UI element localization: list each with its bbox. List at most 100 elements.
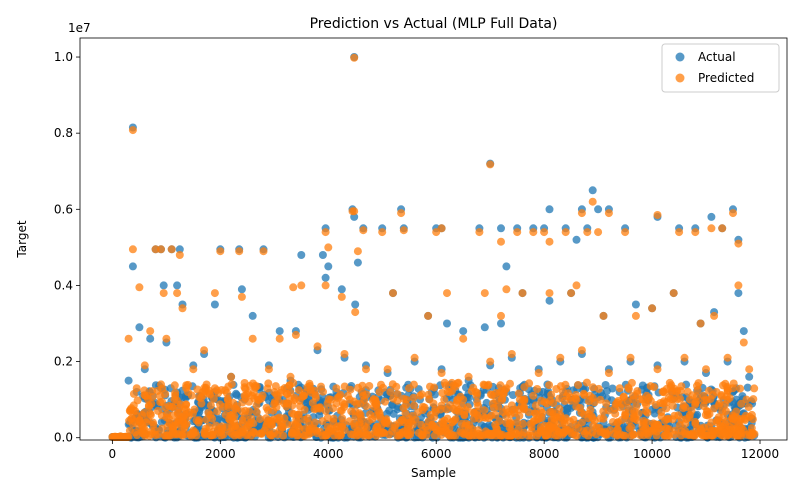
legend-marker	[675, 52, 685, 62]
data-point	[332, 384, 341, 393]
data-point	[747, 410, 756, 419]
data-point	[173, 410, 182, 419]
data-point	[414, 408, 423, 417]
data-point	[318, 251, 327, 259]
data-point	[577, 346, 586, 355]
data-point	[140, 361, 149, 370]
data-point	[297, 251, 306, 259]
data-point	[442, 405, 451, 414]
data-point	[430, 390, 439, 399]
data-point	[291, 330, 300, 339]
data-point	[707, 418, 716, 427]
data-point	[451, 431, 460, 440]
data-point	[459, 395, 468, 404]
data-point	[286, 372, 295, 381]
data-point	[729, 414, 737, 423]
data-point	[666, 383, 675, 392]
data-point	[393, 405, 402, 414]
data-point	[480, 323, 489, 332]
data-point	[347, 407, 356, 416]
data-point	[362, 365, 370, 374]
data-point	[599, 311, 608, 320]
data-point	[664, 414, 673, 423]
data-point	[208, 414, 217, 423]
data-point	[389, 394, 398, 403]
data-point	[561, 228, 570, 237]
data-point	[586, 405, 595, 414]
data-point	[469, 383, 478, 392]
data-point	[653, 211, 662, 219]
data-point	[188, 429, 197, 438]
data-point	[459, 334, 468, 343]
data-point	[735, 429, 744, 438]
data-point	[165, 414, 173, 423]
data-point	[577, 418, 586, 427]
data-point	[259, 247, 268, 256]
data-point	[594, 205, 603, 214]
y-tick-label: 0.4	[54, 278, 73, 292]
data-point	[643, 429, 652, 438]
data-point	[353, 258, 362, 267]
data-point	[574, 381, 583, 389]
data-point	[565, 417, 574, 426]
data-point	[497, 319, 505, 328]
data-point	[529, 228, 538, 237]
data-point	[502, 262, 511, 271]
data-point	[588, 186, 597, 195]
data-point	[480, 289, 489, 298]
data-point	[245, 407, 254, 416]
data-point	[571, 420, 580, 429]
data-point	[685, 395, 694, 404]
data-point	[249, 388, 258, 397]
data-point	[513, 418, 522, 427]
data-point	[534, 414, 543, 423]
data-point	[668, 401, 677, 410]
data-point	[399, 404, 408, 413]
data-point	[345, 395, 354, 404]
data-point	[710, 311, 719, 320]
data-point	[354, 383, 363, 392]
data-point	[502, 285, 511, 294]
plot-area	[80, 38, 787, 440]
data-point	[440, 395, 449, 404]
data-point	[428, 420, 437, 429]
data-point	[545, 381, 554, 390]
data-point	[463, 403, 472, 411]
data-point	[224, 403, 233, 412]
data-point	[458, 419, 466, 428]
data-point	[310, 418, 319, 427]
y-tick-label: 0.2	[54, 355, 73, 369]
data-point	[289, 283, 298, 292]
legend-box	[661, 43, 780, 93]
data-point	[520, 383, 529, 392]
data-point	[340, 382, 349, 391]
data-point	[429, 399, 438, 408]
y-tick-label: 1.0	[54, 50, 73, 64]
data-point	[480, 406, 489, 415]
data-point	[670, 411, 679, 420]
data-point	[555, 404, 564, 413]
data-point	[159, 289, 168, 298]
data-point	[294, 410, 303, 419]
data-point	[158, 424, 167, 433]
data-point	[362, 402, 371, 411]
data-point	[547, 423, 556, 432]
data-point	[670, 430, 679, 439]
data-point	[275, 327, 284, 336]
data-point	[283, 399, 292, 408]
data-point	[586, 391, 594, 400]
data-point	[691, 228, 700, 237]
data-point	[329, 414, 338, 423]
data-point	[696, 319, 705, 328]
data-point	[636, 428, 645, 437]
data-point	[351, 308, 360, 317]
data-point	[497, 224, 505, 233]
y-tick-label: 0.8	[54, 126, 73, 140]
data-point	[515, 395, 524, 404]
data-point	[430, 431, 439, 440]
data-point	[270, 388, 279, 396]
data-point	[699, 391, 708, 400]
data-point	[669, 395, 677, 404]
data-point	[351, 300, 360, 309]
